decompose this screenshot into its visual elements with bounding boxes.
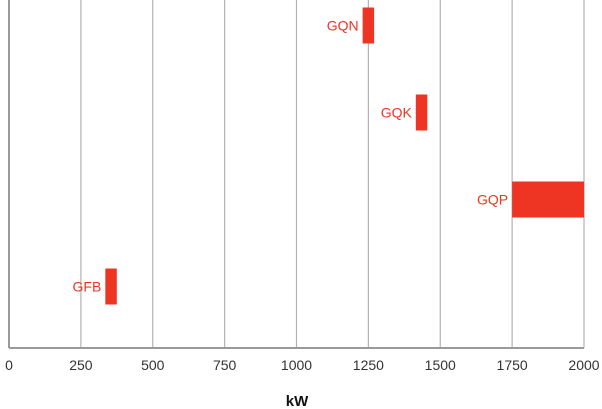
x-tick-label: 1750 xyxy=(497,357,528,373)
x-tick-label: 2000 xyxy=(568,357,599,373)
x-tick-label: 1500 xyxy=(425,357,456,373)
gridlines xyxy=(80,0,585,348)
x-tick-label: 1250 xyxy=(353,357,384,373)
bar-gqn xyxy=(362,7,375,44)
bar-label-gqp: GQP xyxy=(477,192,508,208)
x-tick-label: 500 xyxy=(141,357,165,373)
x-axis-title: kW xyxy=(286,393,309,409)
bar-label-gfb: GFB xyxy=(73,279,102,295)
x-tick-label: 0 xyxy=(5,357,13,373)
bar-gqk xyxy=(415,94,428,131)
x-tick-label: 250 xyxy=(69,357,93,373)
bar-labels: GQN GQK GQP GFB xyxy=(73,18,509,295)
x-tick-label: 1000 xyxy=(281,357,312,373)
bars xyxy=(105,7,584,305)
bar-label-gqn: GQN xyxy=(327,18,359,34)
bar-label-gqk: GQK xyxy=(381,105,413,121)
bar-gqp xyxy=(512,181,584,218)
x-tick-label: 750 xyxy=(213,357,237,373)
bar-gfb xyxy=(105,268,117,305)
x-axis: 0 250 500 750 1000 1250 1500 1750 2000 xyxy=(5,0,600,373)
